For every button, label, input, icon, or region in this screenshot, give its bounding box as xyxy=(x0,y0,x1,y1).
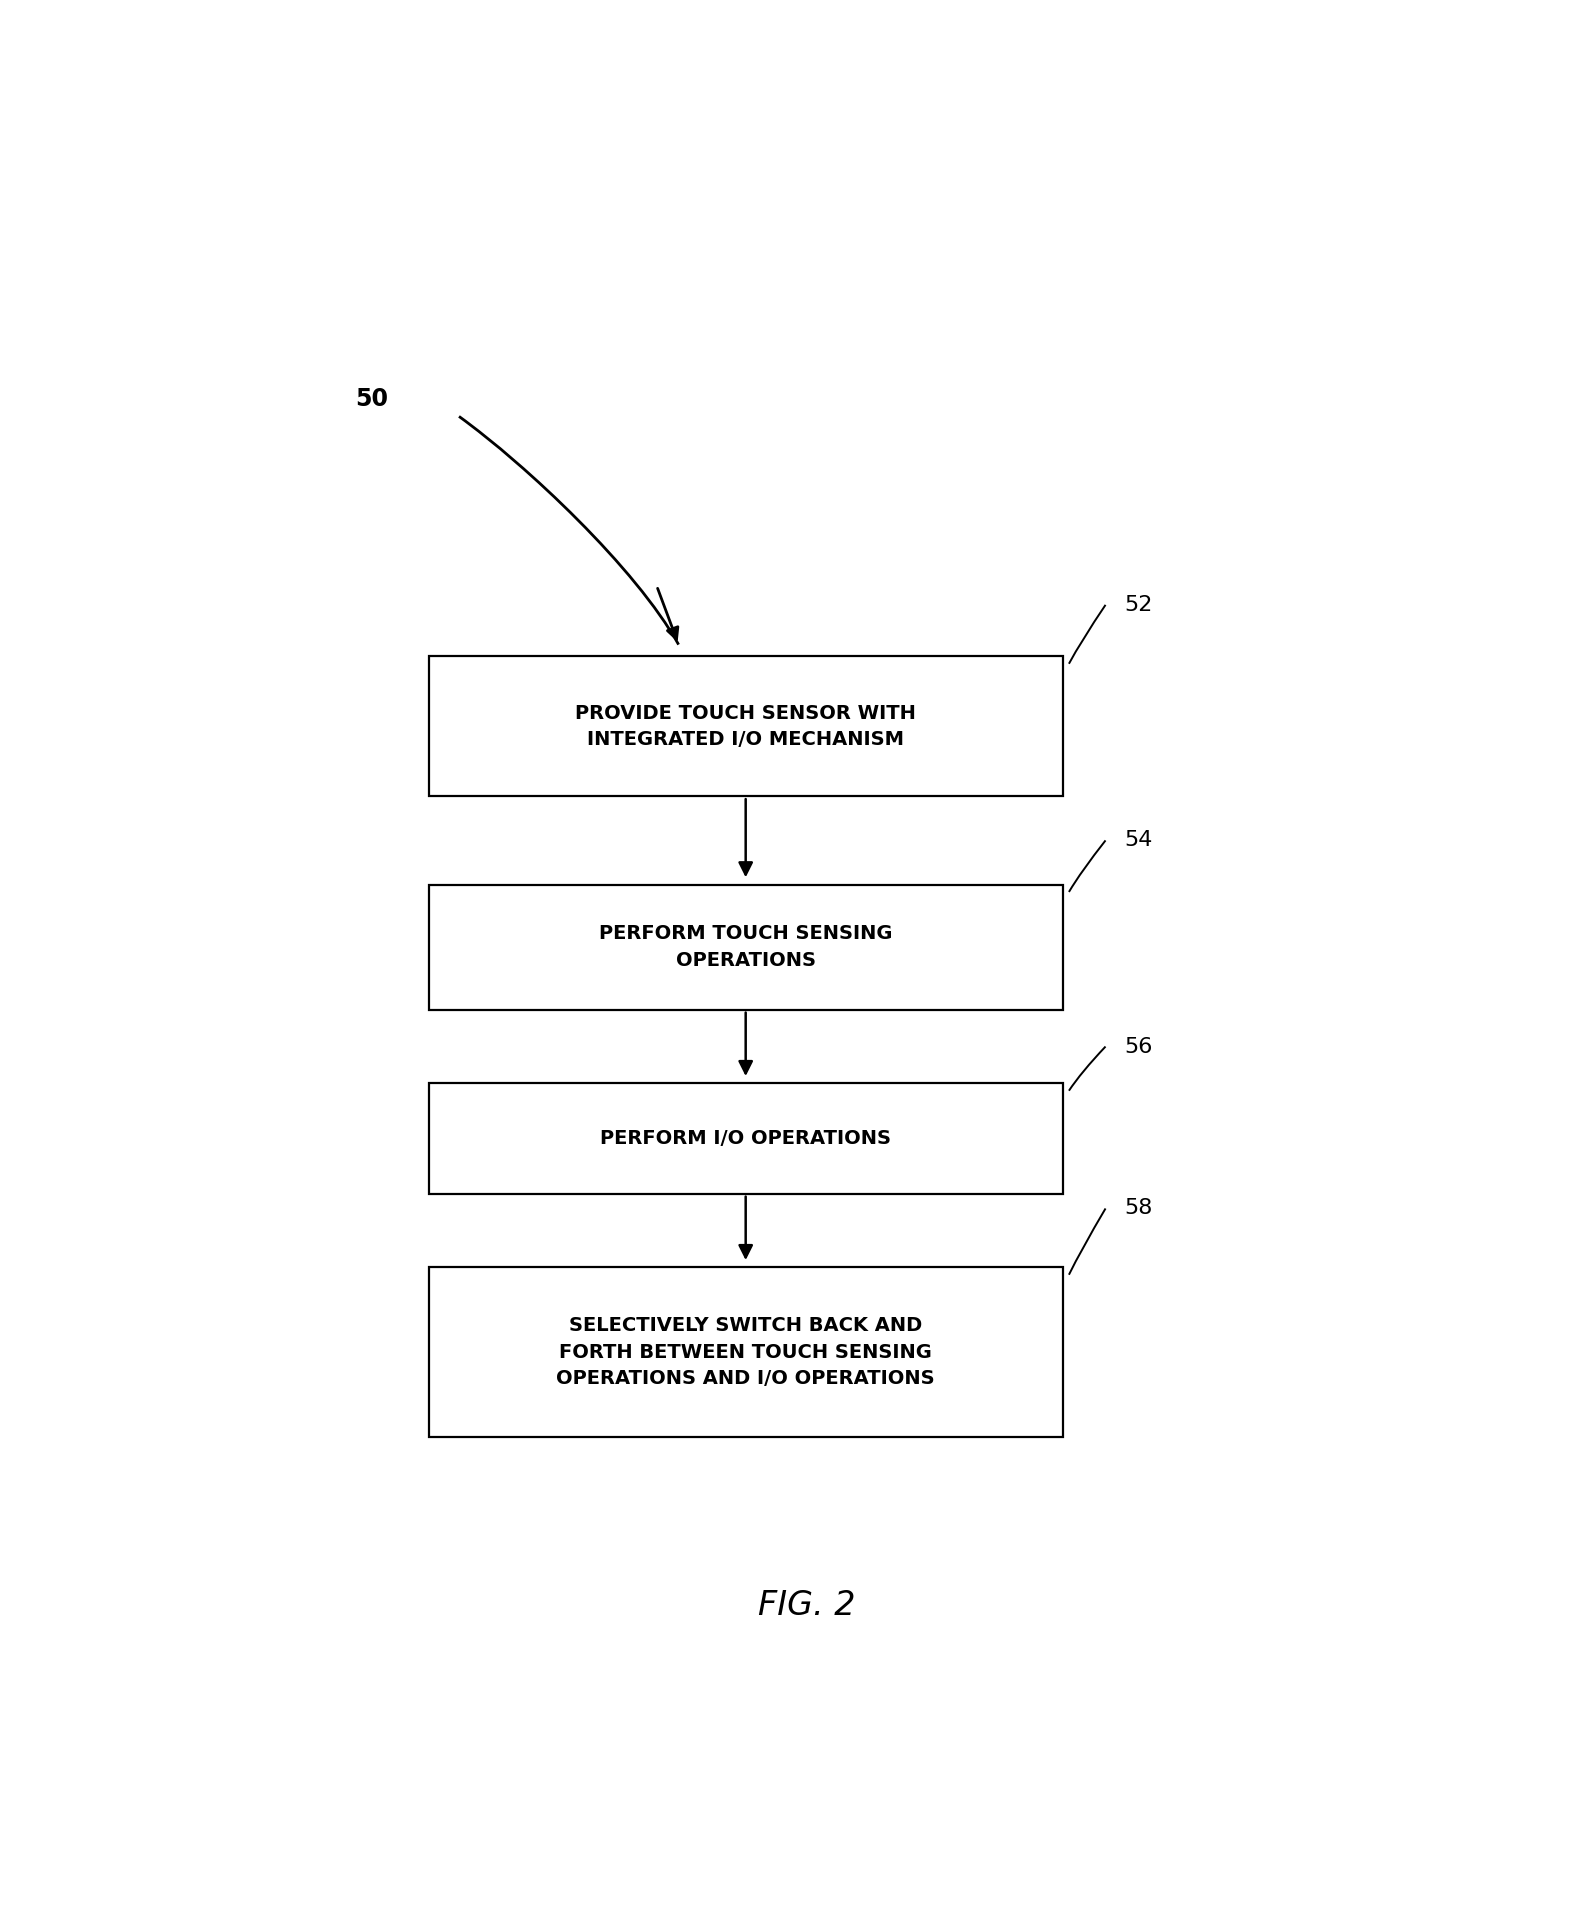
Text: 58: 58 xyxy=(1124,1199,1152,1218)
Text: 54: 54 xyxy=(1124,830,1152,851)
FancyBboxPatch shape xyxy=(428,1084,1062,1193)
FancyBboxPatch shape xyxy=(428,1268,1062,1436)
Text: PROVIDE TOUCH SENSOR WITH
INTEGRATED I/O MECHANISM: PROVIDE TOUCH SENSOR WITH INTEGRATED I/O… xyxy=(575,704,916,750)
Text: SELECTIVELY SWITCH BACK AND
FORTH BETWEEN TOUCH SENSING
OPERATIONS AND I/O OPERA: SELECTIVELY SWITCH BACK AND FORTH BETWEE… xyxy=(556,1315,935,1388)
FancyBboxPatch shape xyxy=(428,656,1062,795)
Text: 52: 52 xyxy=(1124,595,1152,616)
Text: PERFORM TOUCH SENSING
OPERATIONS: PERFORM TOUCH SENSING OPERATIONS xyxy=(600,923,892,969)
Text: PERFORM I/O OPERATIONS: PERFORM I/O OPERATIONS xyxy=(600,1130,891,1147)
Text: 56: 56 xyxy=(1124,1036,1152,1057)
FancyBboxPatch shape xyxy=(428,885,1062,1010)
Text: FIG. 2: FIG. 2 xyxy=(759,1589,855,1623)
Text: 50: 50 xyxy=(356,386,389,411)
